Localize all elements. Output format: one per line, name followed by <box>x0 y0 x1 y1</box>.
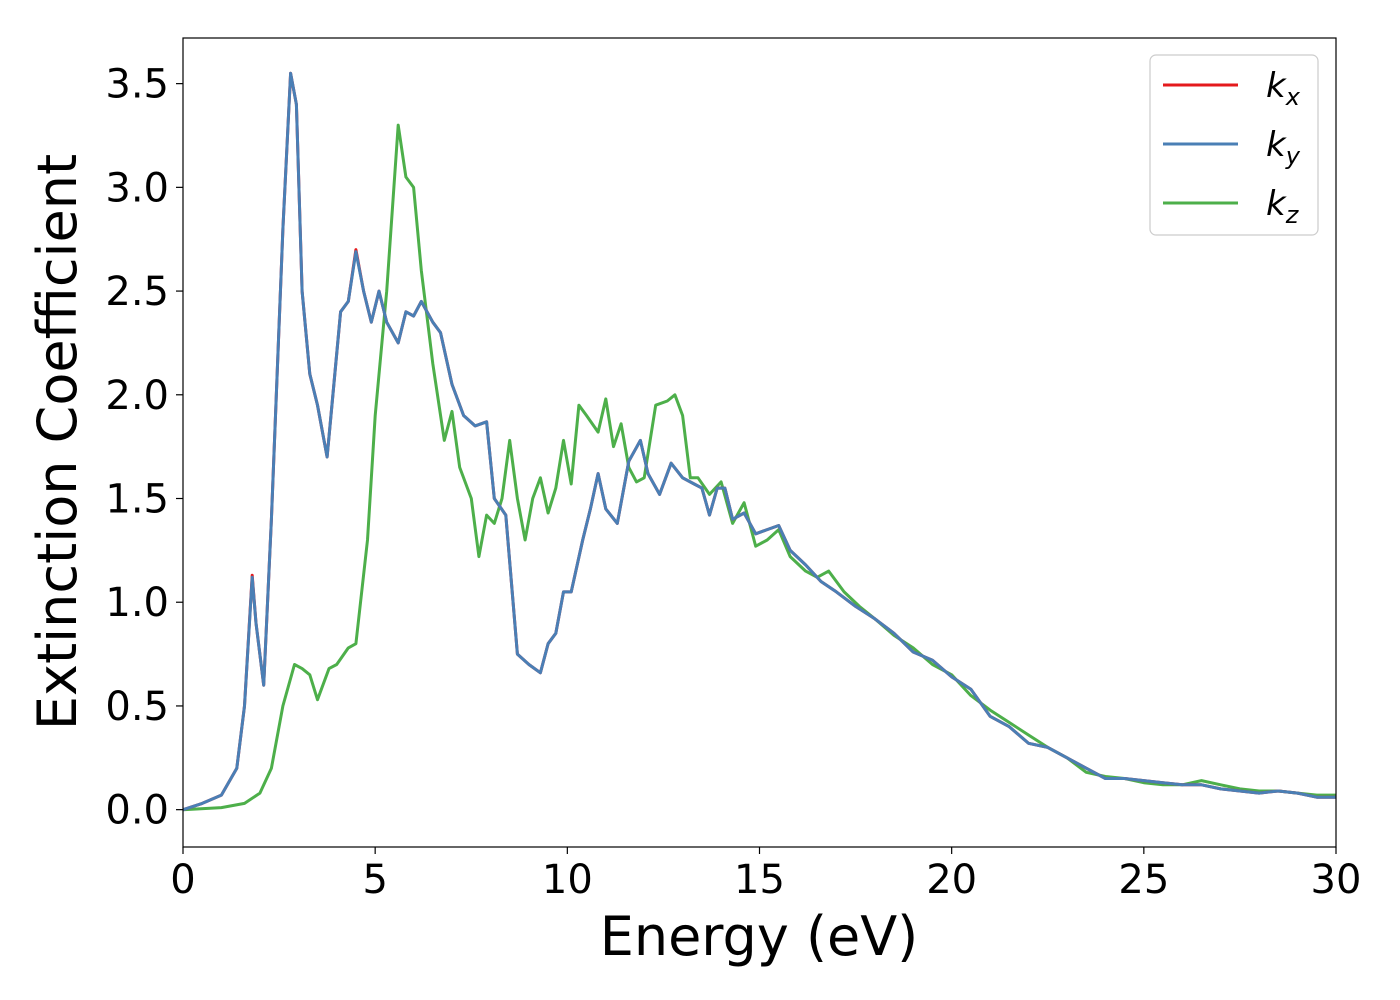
x-tick-label: 30 <box>1311 857 1362 903</box>
y-tick-label: 0.0 <box>105 788 169 834</box>
x-tick-label: 10 <box>542 857 593 903</box>
y-tick-label: 3.5 <box>105 62 169 108</box>
x-tick-label: 25 <box>1118 857 1169 903</box>
legend-label-ky: ky <box>1266 125 1301 170</box>
series-lines <box>183 71 1336 812</box>
legend-label-kx: kx <box>1266 66 1301 111</box>
x-tick-label: 5 <box>362 857 387 903</box>
y-axis-label: Extinction Coefficient <box>26 154 89 730</box>
x-axis: 0 5 10 15 20 25 30 <box>170 847 1361 903</box>
y-tick-label: 0.5 <box>105 684 169 730</box>
y-axis: 0.0 0.5 1.0 1.5 2.0 2.5 3.0 3.5 <box>105 62 183 834</box>
x-tick-label: 15 <box>734 857 785 903</box>
y-tick-label: 2.5 <box>105 269 169 315</box>
y-tick-label: 2.0 <box>105 373 169 419</box>
x-tick-label: 20 <box>926 857 977 903</box>
y-tick-label: 1.0 <box>105 580 169 626</box>
x-tick-label: 0 <box>170 857 195 903</box>
y-tick-label: 3.0 <box>105 165 169 211</box>
legend-label-kz: kz <box>1266 184 1300 229</box>
x-axis-label: Energy (eV) <box>600 905 919 968</box>
legend: kx ky kz <box>1149 54 1319 236</box>
series-line-ky <box>183 71 1336 812</box>
y-tick-label: 1.5 <box>105 477 169 523</box>
